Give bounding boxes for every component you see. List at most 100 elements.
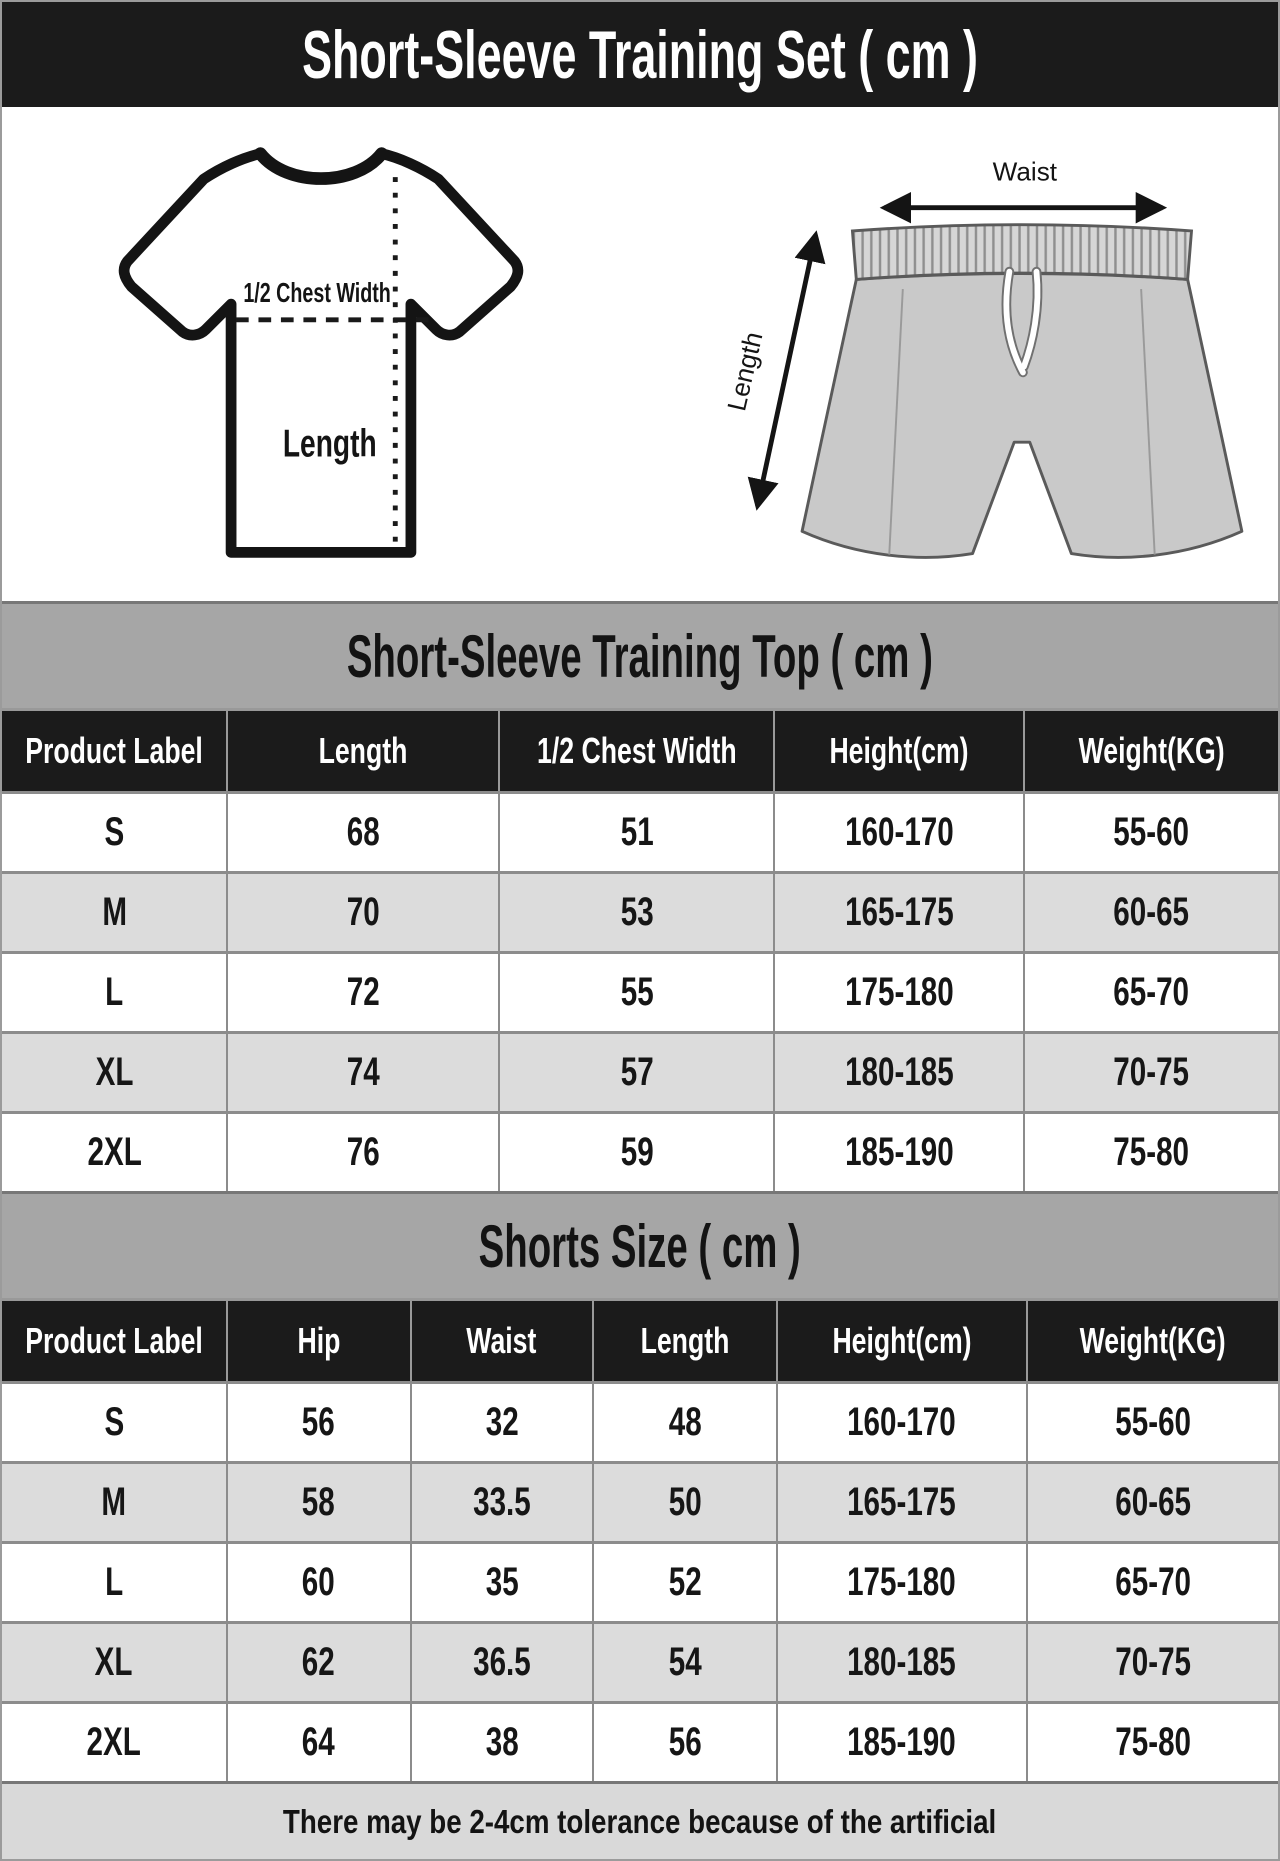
tshirt-diagram-panel: 1/2 Chest Width Length [2,107,640,601]
shorts-table-title: Shorts Size ( cm ) [478,1212,802,1280]
column-header-label: Length [640,1320,730,1361]
table-row: XL 62 36.5 54 180-185 70-75 [2,1621,1278,1701]
column-header: Product Label [2,711,229,791]
value-cell: 70-75 [1025,1034,1278,1111]
value-cell: 59 [500,1114,776,1191]
value-cell: 60 [228,1544,412,1621]
table-row: XL 74 57 180-185 70-75 [2,1031,1278,1111]
cell-text: 65-70 [1113,970,1190,1014]
shorts-size-table: Product Label Hip Waist Length Height(cm) Wei… [2,1298,1278,1781]
size-label-cell: XL [2,1624,228,1701]
column-header: Waist [412,1301,595,1381]
measurement-diagrams: 1/2 Chest Width Length [2,107,1278,601]
table-row: L 72 55 175-180 65-70 [2,951,1278,1031]
cell-text: 36.5 [472,1640,531,1684]
value-cell: 70-75 [1028,1624,1278,1701]
cell-text: 74 [346,1050,380,1094]
value-cell: 180-185 [775,1034,1026,1111]
value-cell: 48 [594,1384,778,1461]
column-header: Weight(KG) [1028,1301,1278,1381]
column-header-label: Waist [466,1320,537,1361]
cell-text: 52 [668,1560,702,1604]
cell-text: 185-190 [844,1130,954,1174]
tshirt-half-chest-label: 1/2 Chest Width [243,278,391,309]
cell-text: 54 [668,1640,702,1684]
size-label-cell: S [2,794,229,871]
value-cell: 35 [412,1544,595,1621]
column-header: Weight(KG) [1025,711,1278,791]
cell-text: 180-185 [844,1050,954,1094]
cell-text: 59 [620,1130,654,1174]
value-cell: 160-170 [778,1384,1028,1461]
top-table-title-banner: Short-Sleeve Training Top ( cm ) [2,601,1278,708]
cell-text: 56 [302,1400,336,1444]
page-title-banner: Short-Sleeve Training Set ( cm ) [2,2,1278,107]
value-cell: 38 [412,1704,595,1781]
value-cell: 185-190 [778,1704,1028,1781]
table-row: M 58 33.5 50 165-175 60-65 [2,1461,1278,1541]
cell-text: 65-70 [1115,1560,1191,1604]
value-cell: 175-180 [778,1544,1028,1621]
column-header-label: Weight(KG) [1079,1320,1226,1361]
tshirt-diagram-icon: 1/2 Chest Width Length [118,147,524,558]
value-cell: 64 [228,1704,412,1781]
column-header-label: Length [318,730,408,771]
cell-text: 160-170 [847,1400,957,1444]
value-cell: 68 [228,794,501,871]
column-header: Product Label [2,1301,228,1381]
value-cell: 72 [228,954,501,1031]
value-cell: 60-65 [1025,874,1278,951]
cell-text: 55-60 [1113,810,1190,854]
cell-text: M [101,1480,127,1524]
value-cell: 53 [500,874,776,951]
cell-text: 70-75 [1115,1640,1191,1684]
table-row: 2XL 64 38 56 185-190 75-80 [2,1701,1278,1781]
value-cell: 70 [228,874,501,951]
cell-text: L [105,970,124,1014]
value-cell: 76 [228,1114,501,1191]
shorts_table-header-row: Product Label Hip Waist Length Height(cm) Wei… [2,1298,1278,1381]
column-header-label: Product Label [25,730,204,771]
size-label-cell: 2XL [2,1704,228,1781]
cell-text: 60 [302,1560,336,1604]
value-cell: 54 [594,1624,778,1701]
value-cell: 160-170 [775,794,1026,871]
cell-text: 180-185 [847,1640,957,1684]
shorts-waistband [850,223,1194,281]
table-row: S 68 51 160-170 55-60 [2,791,1278,871]
column-header-label: Weight(KG) [1078,730,1225,771]
table-row: M 70 53 165-175 60-65 [2,871,1278,951]
cell-text: 35 [485,1560,519,1604]
table-row: L 60 35 52 175-180 65-70 [2,1541,1278,1621]
cell-text: 70 [346,890,380,934]
size-label-cell: M [2,874,229,951]
size-label-cell: 2XL [2,1114,229,1191]
column-header-label: Height(cm) [832,1320,972,1361]
tolerance-note-bar: There may be 2-4cm tolerance because of … [2,1781,1278,1859]
value-cell: 65-70 [1028,1544,1278,1621]
value-cell: 36.5 [412,1624,595,1701]
cell-text: XL [95,1050,134,1094]
column-header-label: 1/2 Chest Width [536,730,737,771]
cell-text: 175-180 [847,1560,957,1604]
shorts-length-arrow [747,230,826,511]
cell-text: XL [95,1640,133,1684]
column-header: Length [228,711,501,791]
cell-text: 55 [620,970,654,1014]
tshirt-length-label: Length [283,422,377,466]
drawstring-icon [1001,266,1043,378]
cell-text: 33.5 [472,1480,531,1524]
table-row: S 56 32 48 160-170 55-60 [2,1381,1278,1461]
cell-text: 56 [668,1720,702,1764]
cell-text: 68 [346,810,380,854]
top_table-header-row: Product Label Length 1/2 Chest Width Height… [2,708,1278,791]
shorts-diagram-icon: Waist Length [721,157,1244,559]
cell-text: 55-60 [1115,1400,1191,1444]
column-header-label: Product Label [25,1320,203,1361]
value-cell: 165-175 [778,1464,1028,1541]
shorts-left-seam [888,289,904,555]
value-cell: 62 [228,1624,412,1701]
value-cell: 75-80 [1025,1114,1278,1191]
cell-text: 57 [620,1050,654,1094]
